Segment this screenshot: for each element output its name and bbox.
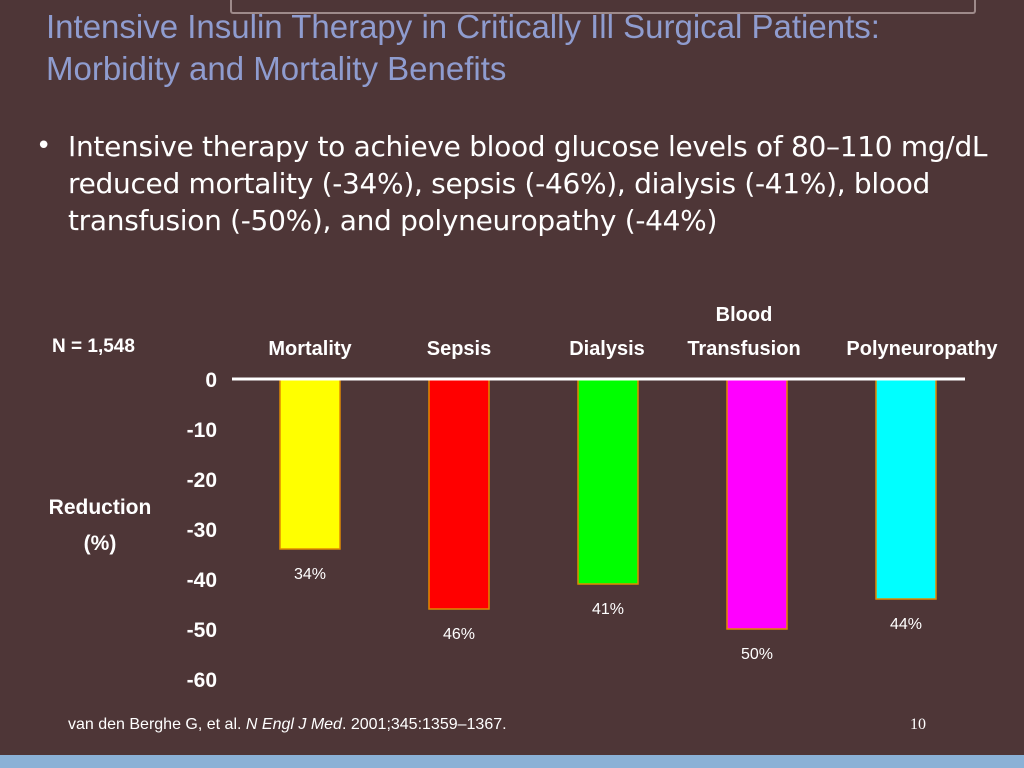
category-label: Blood bbox=[716, 304, 773, 326]
citation-journal: N Engl J Med bbox=[245, 716, 342, 733]
category-label: Dialysis bbox=[569, 338, 645, 360]
bar-sepsis bbox=[428, 378, 490, 610]
y-axis-label-line1: Reduction bbox=[48, 496, 152, 519]
y-tick-label: -50 bbox=[187, 619, 217, 642]
bottom-band bbox=[0, 755, 1024, 768]
y-axis-label-line2: (%) bbox=[83, 532, 117, 555]
slide-number: 10 bbox=[910, 716, 926, 733]
y-tick-label: -40 bbox=[187, 569, 217, 592]
data-label: 34% bbox=[294, 566, 326, 583]
category-label: Mortality bbox=[268, 338, 352, 360]
bar-dialysis bbox=[577, 378, 639, 585]
data-label: 41% bbox=[592, 601, 624, 618]
data-label: 44% bbox=[890, 616, 922, 633]
data-label: 46% bbox=[443, 626, 475, 643]
y-tick-label: -20 bbox=[187, 469, 217, 492]
y-tick-label: -10 bbox=[187, 419, 217, 442]
bar-blood-transfusion bbox=[726, 378, 788, 630]
slide-title: Intensive Insulin Therapy in Critically … bbox=[46, 8, 880, 87]
citation-details: . 2001;345:1359–1367. bbox=[341, 716, 507, 733]
category-label: Transfusion bbox=[687, 338, 800, 360]
data-label: 50% bbox=[741, 646, 773, 663]
category-label: Polyneuropathy bbox=[846, 338, 998, 360]
citation: van den Berghe G, et al. N Engl J Med. 2… bbox=[68, 716, 507, 734]
bar-mortality bbox=[279, 378, 341, 550]
bar-polyneuropathy bbox=[875, 378, 937, 600]
bullet-text: Intensive therapy to achieve blood gluco… bbox=[68, 130, 988, 237]
y-axis-label: Reduction (%) bbox=[30, 490, 170, 562]
y-tick-label: -60 bbox=[187, 669, 217, 692]
sample-size-label: N = 1,548 bbox=[52, 336, 135, 357]
y-tick-label: -30 bbox=[187, 519, 217, 542]
citation-authors: van den Berghe G, et al. bbox=[68, 716, 242, 733]
bullet-icon: • bbox=[36, 131, 52, 161]
y-tick-label: 0 bbox=[205, 369, 217, 392]
top-frame-decoration bbox=[230, 0, 976, 14]
category-label: Sepsis bbox=[427, 338, 491, 360]
